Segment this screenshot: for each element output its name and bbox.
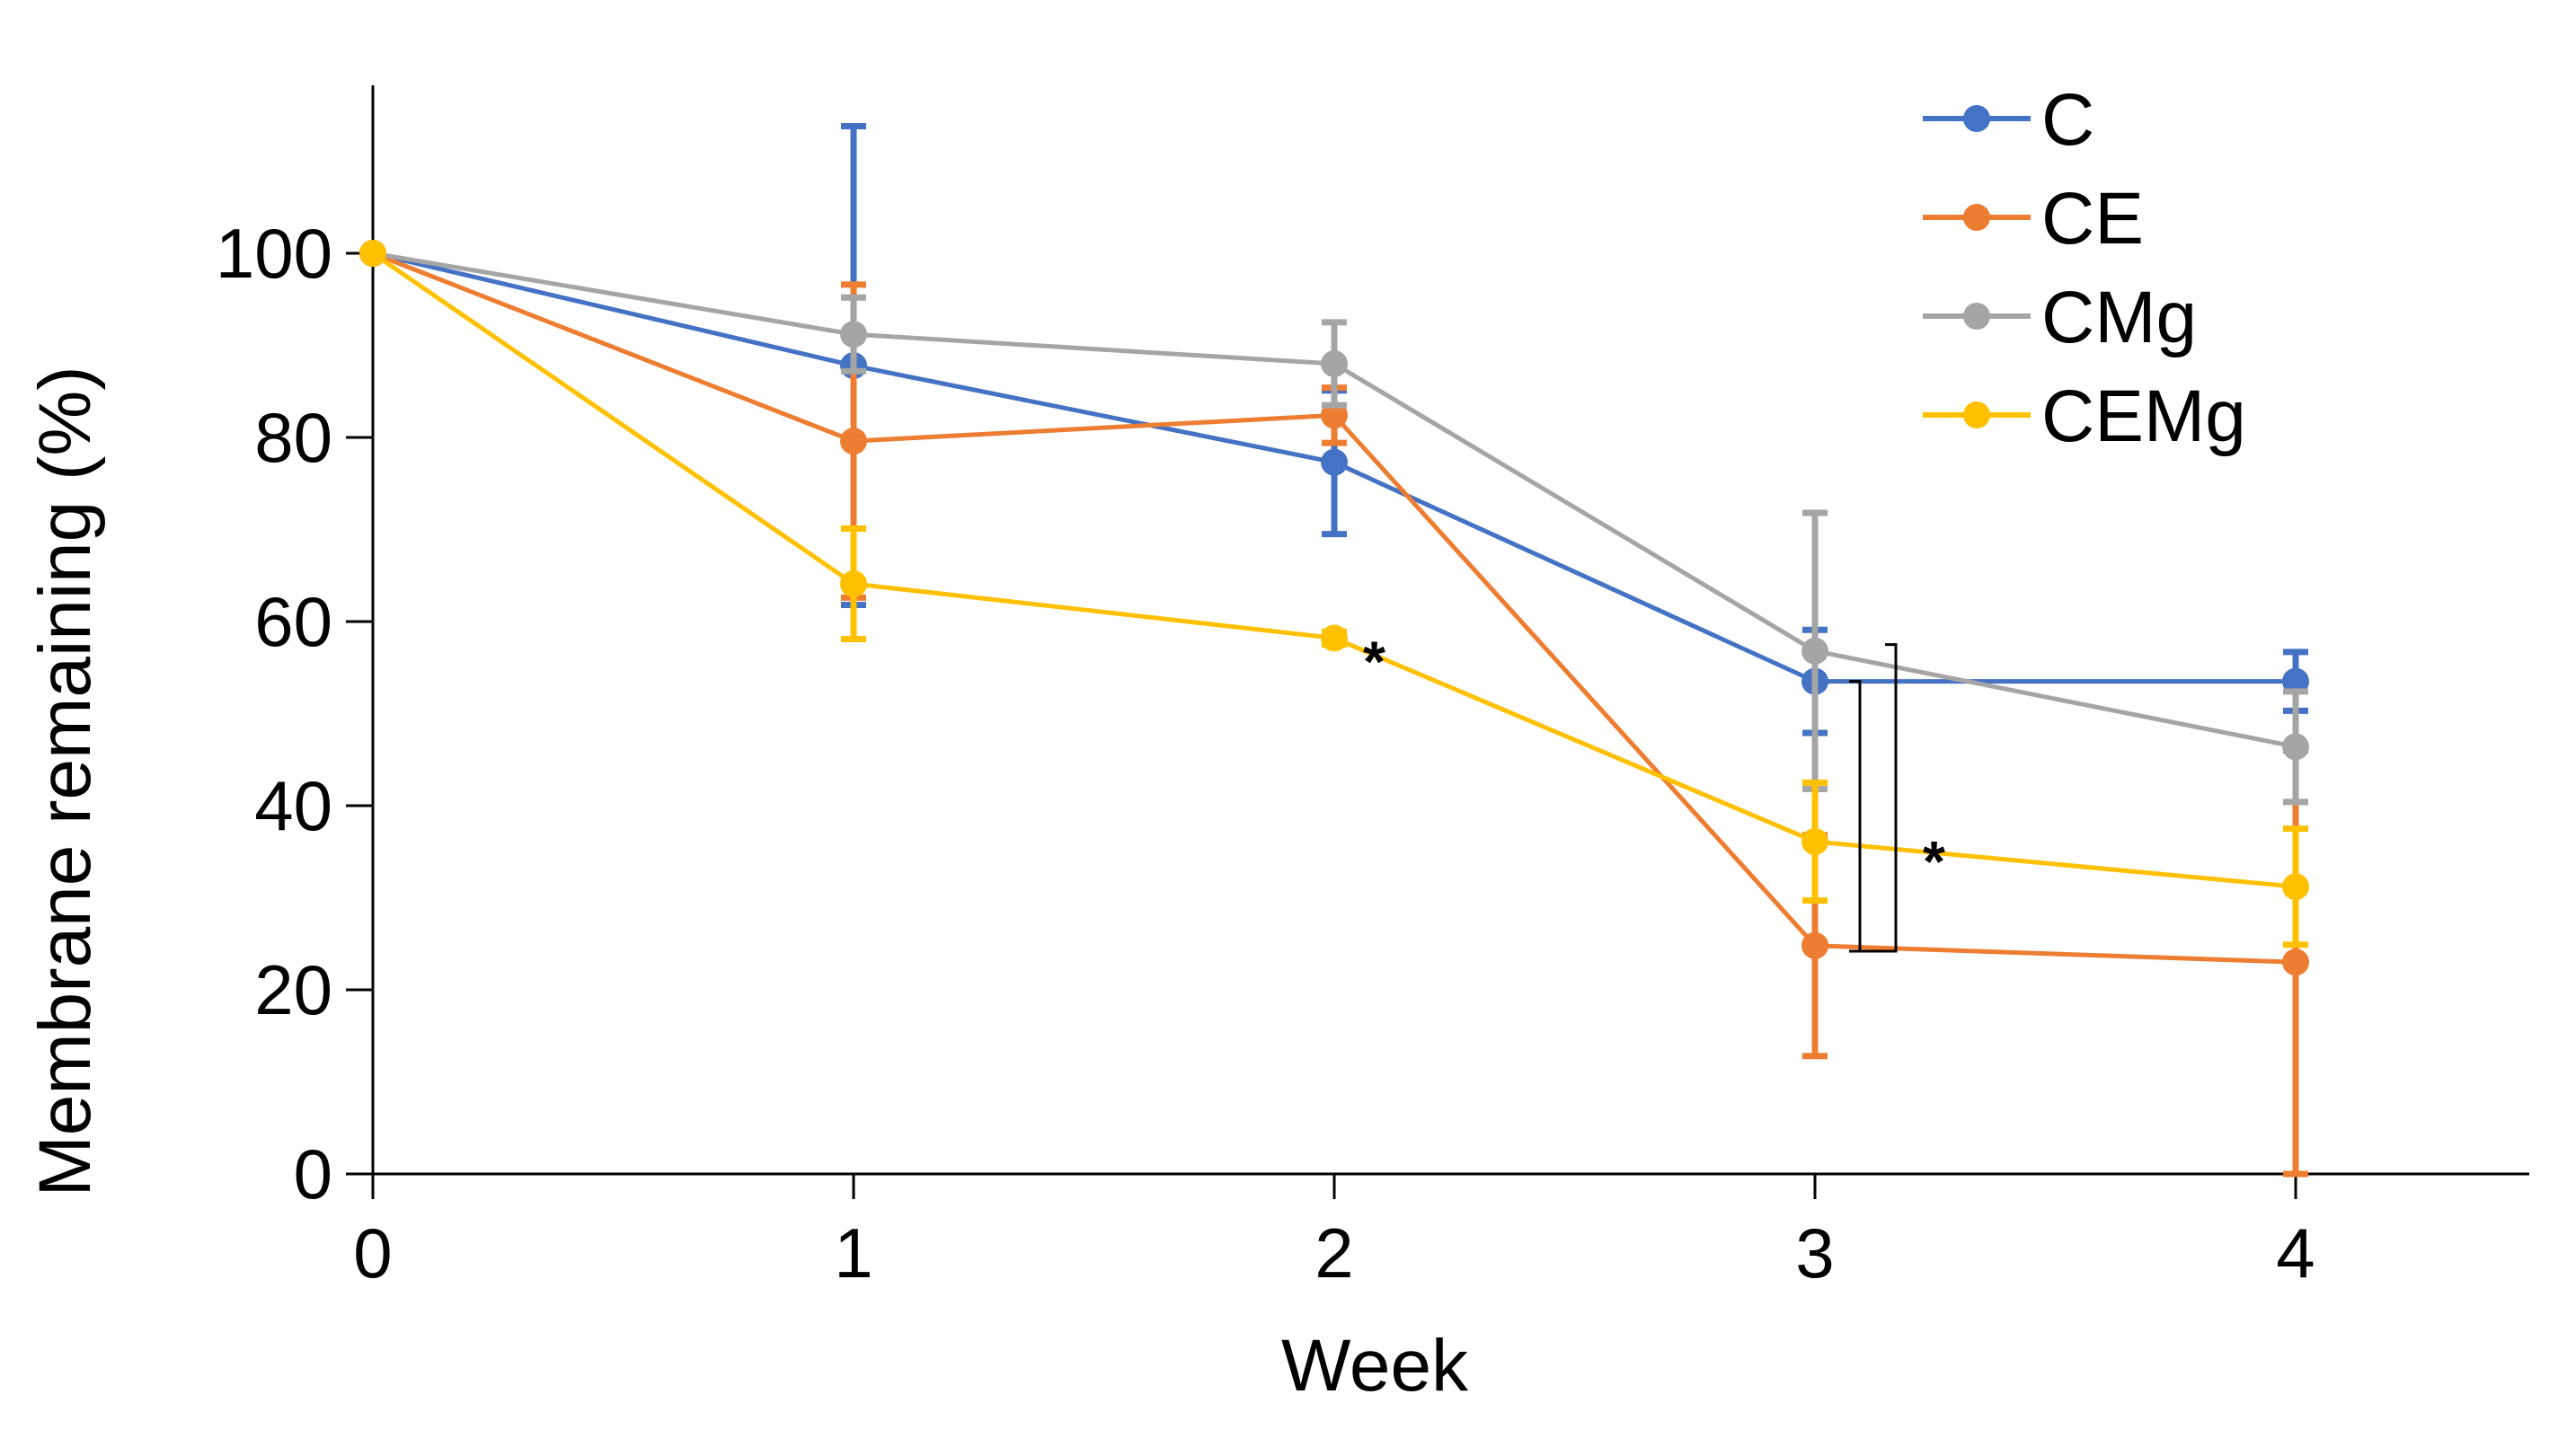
x-tick-label: 3 — [1795, 1213, 1834, 1293]
data-point-cemg — [840, 569, 867, 597]
x-tick-label: 2 — [1315, 1213, 1353, 1293]
y-ticks: 0 20 40 60 80 100 — [216, 214, 373, 1213]
data-point-cemg — [1321, 624, 1348, 652]
data-point-ce — [2282, 948, 2309, 976]
series-layer — [359, 123, 2309, 1178]
axes — [346, 85, 2529, 1176]
significance-bracket-outer — [1858, 643, 1898, 953]
data-point-cemg — [1801, 827, 1828, 855]
y-tick-label: 100 — [216, 214, 332, 293]
legend-swatch-marker-c — [1963, 105, 1990, 132]
y-axis-title: Membrane remaining (%) — [24, 366, 106, 1196]
legend-swatch-marker-cmg — [1963, 303, 1990, 330]
legend[interactable]: C CE CMg CEMg — [1923, 79, 2246, 457]
legend-label-cmg: CMg — [2041, 277, 2197, 358]
x-tick-label: 0 — [353, 1213, 392, 1293]
data-point-cmg — [2282, 733, 2309, 761]
legend-label-cemg: CEMg — [2041, 375, 2246, 457]
legend-item-ce[interactable]: CE — [1923, 178, 2144, 260]
data-point-ce — [1801, 931, 1828, 959]
data-point-cemg — [2282, 873, 2309, 901]
y-tick-label: 20 — [254, 950, 332, 1029]
legend-swatch-marker-cemg — [1963, 401, 1990, 428]
y-tick-label: 80 — [254, 398, 332, 477]
x-ticks: 0 1 2 3 4 — [353, 1174, 2315, 1293]
x-tick-label: 4 — [2276, 1213, 2315, 1293]
data-point-c — [2282, 667, 2309, 695]
y-tick-label: 60 — [254, 582, 332, 661]
legend-label-ce: CE — [2041, 178, 2144, 260]
legend-item-c[interactable]: C — [1923, 79, 2094, 161]
data-point-cmg — [1801, 637, 1828, 665]
significance-star: * — [1363, 629, 1385, 693]
data-point-cmg — [1321, 350, 1348, 377]
legend-swatch-marker-ce — [1963, 204, 1990, 231]
y-tick-label: 0 — [294, 1134, 332, 1213]
data-point-c — [1321, 448, 1348, 476]
data-point-cmg — [840, 321, 867, 349]
x-axis-title: Week — [1281, 1325, 1469, 1407]
legend-item-cemg[interactable]: CEMg — [1923, 375, 2246, 457]
data-point-cemg — [359, 240, 386, 267]
data-point-ce — [1321, 401, 1348, 429]
series-cemg — [359, 240, 2309, 948]
significance-bracket — [1849, 680, 1862, 953]
annotations: ** — [1363, 629, 1945, 953]
y-tick-label: 40 — [254, 766, 332, 845]
legend-label-c: C — [2041, 79, 2094, 161]
significance-star: * — [1923, 829, 1945, 894]
legend-item-cmg[interactable]: CMg — [1923, 277, 2197, 358]
x-tick-label: 1 — [834, 1213, 872, 1293]
data-point-ce — [840, 428, 867, 455]
